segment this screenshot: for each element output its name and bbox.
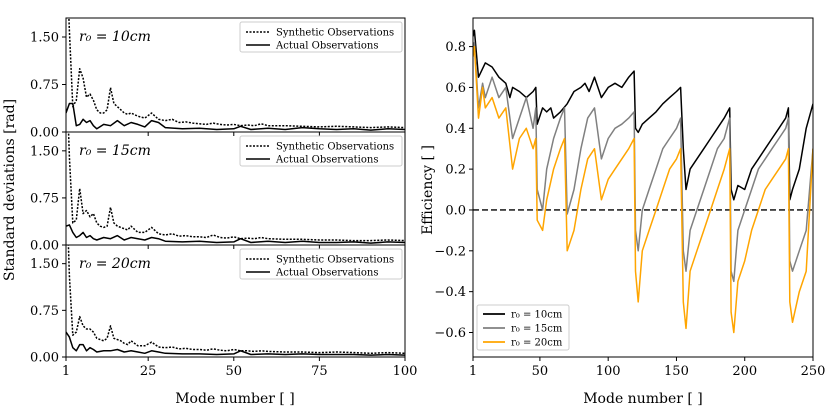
chart-left-middle: 0.00 0.75 1.50 r₀ = 15cm Synthetic Observati… xyxy=(30,131,406,254)
axes-layer: 0.00 0.75 1.50 r₀ = 10cm Synthetic Observati… xyxy=(30,17,826,379)
y-tick-label: −0.2 xyxy=(434,244,466,259)
series-line-left-middle-1 xyxy=(66,224,405,244)
legend-box xyxy=(476,304,570,351)
series-group xyxy=(66,245,405,356)
y-tick-label: 0.4 xyxy=(445,122,466,137)
series-line-right-0 xyxy=(473,29,813,201)
series-line-left-top-1 xyxy=(66,102,405,131)
legend-label: Actual Observations xyxy=(275,41,378,52)
plot-frame xyxy=(472,17,814,358)
x-tick-label: 100 xyxy=(596,364,621,379)
y-tick-label: 0.00 xyxy=(30,239,59,254)
legend-label: Synthetic Observations xyxy=(276,142,394,153)
x-tick-label: 1 xyxy=(469,364,477,379)
x-tick-label: 100 xyxy=(393,364,418,379)
legend-box xyxy=(239,248,403,280)
y-tick-label: 0.0 xyxy=(445,203,466,218)
panel-label: r₀ = 20cm xyxy=(79,256,151,272)
y-tick-label: 0.8 xyxy=(445,40,466,55)
series-line-left-bottom-1 xyxy=(66,331,405,356)
plot-frame xyxy=(65,244,406,358)
series-group xyxy=(66,18,405,131)
y-tick-label: 0.00 xyxy=(30,351,59,366)
y-tick-label: 0.6 xyxy=(445,81,466,96)
x-tick-label: 200 xyxy=(732,364,757,379)
panel-label: r₀ = 10cm xyxy=(79,29,151,45)
y-tick-label: 0.00 xyxy=(30,126,59,141)
right-x-axis-title: Mode number [ ] xyxy=(583,391,703,407)
series-group xyxy=(473,29,813,334)
chart-left-bottom: 0.00 0.75 1.50 1 25 50 75 100 r₀ = 20cm Synthetic… xyxy=(30,244,418,379)
legend-label: r₀ = 20cm xyxy=(511,338,563,349)
y-tick-label: −0.6 xyxy=(434,326,466,341)
series-line-left-top-0 xyxy=(68,18,405,129)
x-tick-label: 150 xyxy=(664,364,689,379)
legend-box xyxy=(239,135,403,167)
legend-label: Actual Observations xyxy=(275,155,378,166)
legend-label: r₀ = 15cm xyxy=(511,324,563,335)
y-tick-label: 0.75 xyxy=(30,191,59,206)
legend-label: Synthetic Observations xyxy=(276,255,394,266)
legend-label: Synthetic Observations xyxy=(276,28,394,39)
series-line-left-bottom-0 xyxy=(67,245,405,355)
legend-box xyxy=(239,21,403,53)
y-tick-label: 1.50 xyxy=(30,31,59,46)
chart-right: −0.6−0.4−0.20.00.20.40.60.81 50 100 150 200 2… xyxy=(434,17,826,379)
x-tick-label: 1 xyxy=(62,364,70,379)
legend-label: r₀ = 10cm xyxy=(511,310,563,321)
x-tick-label: 250 xyxy=(801,364,826,379)
y-tick-label: 0.75 xyxy=(30,304,59,319)
x-tick-label: 50 xyxy=(226,364,243,379)
chart-left-top: 0.00 0.75 1.50 r₀ = 10cm Synthetic Observati… xyxy=(30,17,406,141)
y-tick-label: −0.4 xyxy=(434,285,466,300)
y-tick-label: 1.50 xyxy=(30,257,59,272)
left-y-axis-title: Standard deviations [rad] xyxy=(2,99,18,281)
x-tick-label: 75 xyxy=(311,364,328,379)
left-x-axis-title: Mode number [ ] xyxy=(175,391,295,407)
legend-label: Actual Observations xyxy=(275,268,378,279)
x-tick-label: 25 xyxy=(140,364,157,379)
y-tick-label: 0.75 xyxy=(30,78,59,93)
series-line-right-2 xyxy=(473,45,813,334)
series-group xyxy=(66,132,405,244)
series-line-right-1 xyxy=(473,41,813,283)
panel-label: r₀ = 15cm xyxy=(79,143,151,159)
y-tick-label: 0.2 xyxy=(445,163,466,178)
right-y-axis-title: Efficiency [ ] xyxy=(420,145,436,235)
x-tick-label: 50 xyxy=(532,364,549,379)
y-tick-label: 1.50 xyxy=(30,144,59,159)
